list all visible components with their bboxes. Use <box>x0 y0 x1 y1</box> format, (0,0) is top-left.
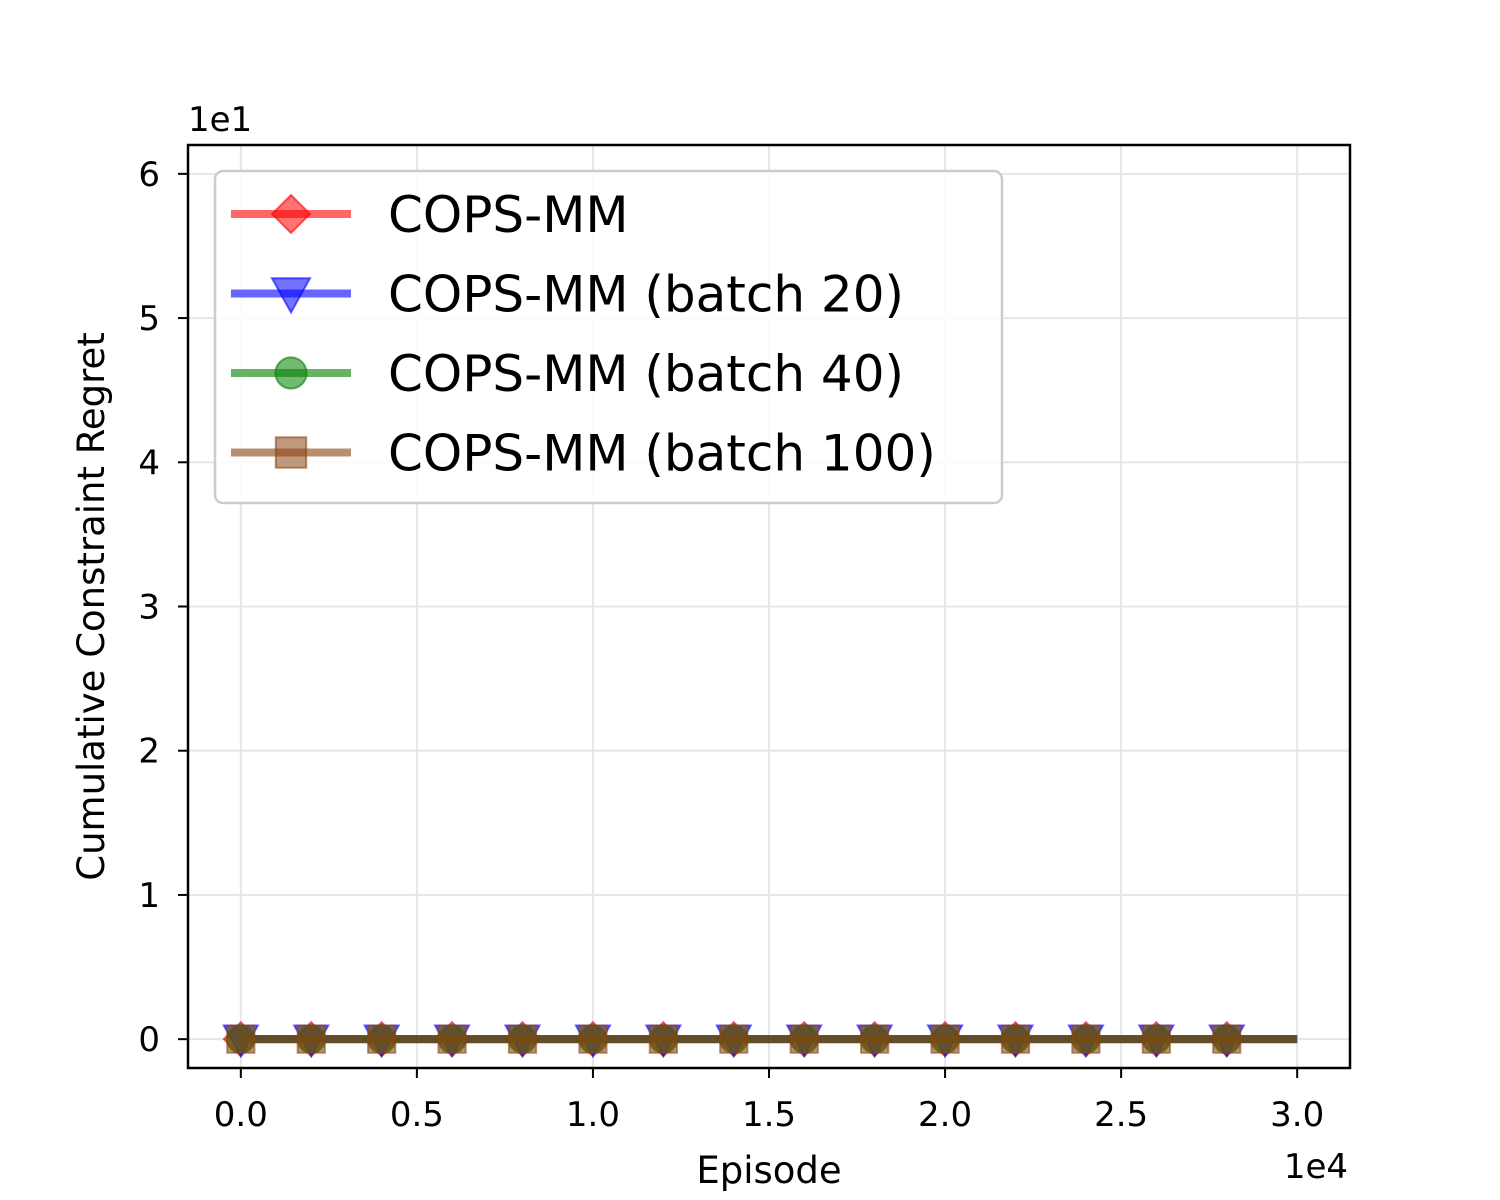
legend-label: COPS-MM (batch 40) <box>388 345 904 403</box>
legend-label: COPS-MM (batch 100) <box>388 425 936 483</box>
data-point <box>367 1024 397 1054</box>
x-offset-label: 1e4 <box>1284 1147 1348 1187</box>
legend-label: COPS-MM <box>388 186 628 244</box>
x-tick-label: 2.0 <box>918 1095 972 1135</box>
x-tick-label: 0.0 <box>214 1095 268 1135</box>
x-axis-label: Episode <box>696 1149 841 1192</box>
data-point <box>1212 1024 1242 1054</box>
data-point <box>860 1024 890 1054</box>
y-offset-label: 1e1 <box>188 100 252 140</box>
y-tick-label: 5 <box>138 299 160 339</box>
legend-item: COPS-MM (batch 100) <box>231 425 936 483</box>
legend-item: COPS-MM (batch 40) <box>231 345 904 403</box>
y-tick-label: 6 <box>138 155 160 195</box>
series-4 <box>226 1024 1298 1054</box>
y-tick-label: 4 <box>138 443 160 483</box>
data-point <box>507 1024 538 1054</box>
x-tick-label: 1.0 <box>566 1095 620 1135</box>
legend-box <box>213 169 1004 505</box>
y-tick-label: 2 <box>138 732 160 772</box>
data-point <box>930 1024 960 1054</box>
y-axis-label: Cumulative Constraint Regret <box>70 332 113 881</box>
x-tick-label: 2.5 <box>1094 1095 1148 1135</box>
y-tick-label: 0 <box>138 1020 160 1060</box>
data-point <box>1141 1024 1171 1054</box>
data-point <box>648 1024 678 1054</box>
data-point <box>1071 1024 1101 1054</box>
legend-item: COPS-MM (batch 20) <box>231 266 904 324</box>
y-tick-label: 1 <box>138 876 160 916</box>
plot-series <box>222 1020 1298 1059</box>
legend-marker <box>270 277 312 315</box>
y-tick-label: 3 <box>138 588 160 628</box>
data-point <box>296 1024 326 1054</box>
data-point <box>719 1024 749 1054</box>
data-point <box>226 1024 256 1054</box>
legend-label: COPS-MM (batch 20) <box>388 266 904 324</box>
data-point <box>1000 1024 1031 1054</box>
data-point <box>437 1024 467 1054</box>
legend-item: COPS-MM <box>231 186 628 244</box>
data-point <box>578 1024 608 1054</box>
x-tick-label: 1.5 <box>742 1095 796 1135</box>
x-tick-label: 0.5 <box>390 1095 444 1135</box>
ticks: 0.0 0.5 1.0 1.5 2.0 2.5 3.0 0 1 2 3 4 5 6 <box>138 155 1324 1135</box>
legend-marker <box>274 356 308 390</box>
legend-marker <box>274 436 308 469</box>
x-tick-label: 3.0 <box>1270 1095 1324 1135</box>
data-point <box>789 1024 819 1054</box>
legend: COPS-MM COPS-MM (batch 20) COPS-MM (batch … <box>213 169 1004 505</box>
legend-marker <box>270 193 312 235</box>
